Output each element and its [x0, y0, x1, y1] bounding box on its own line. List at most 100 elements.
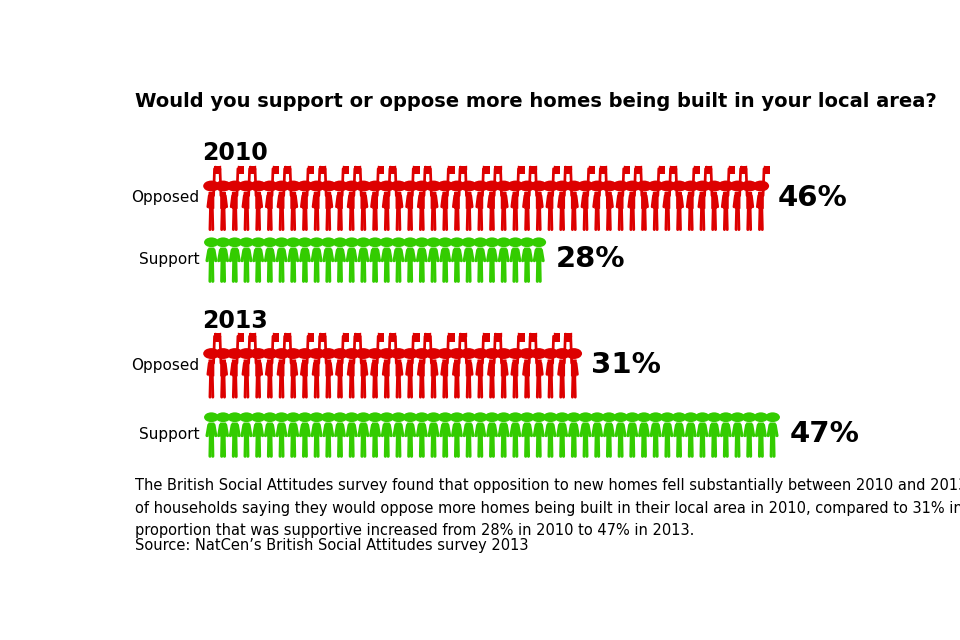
Circle shape: [543, 412, 558, 422]
Circle shape: [378, 180, 395, 191]
FancyBboxPatch shape: [700, 422, 706, 436]
Circle shape: [239, 237, 253, 247]
Bar: [740, 166, 746, 175]
FancyBboxPatch shape: [641, 192, 647, 209]
Circle shape: [438, 412, 452, 422]
Bar: [706, 166, 711, 175]
FancyBboxPatch shape: [723, 422, 729, 436]
FancyBboxPatch shape: [267, 248, 273, 262]
FancyBboxPatch shape: [337, 248, 343, 262]
FancyBboxPatch shape: [372, 192, 378, 209]
FancyBboxPatch shape: [407, 192, 413, 209]
Bar: [390, 333, 396, 342]
Circle shape: [402, 180, 419, 191]
Circle shape: [695, 412, 709, 422]
Bar: [588, 166, 595, 175]
FancyBboxPatch shape: [419, 192, 424, 209]
Circle shape: [473, 237, 488, 247]
Circle shape: [425, 180, 442, 191]
FancyBboxPatch shape: [372, 422, 378, 436]
Circle shape: [731, 412, 745, 422]
FancyBboxPatch shape: [687, 422, 694, 436]
Circle shape: [566, 412, 581, 422]
Bar: [214, 333, 220, 342]
Circle shape: [321, 237, 336, 247]
Circle shape: [602, 412, 616, 422]
Bar: [530, 333, 537, 342]
FancyBboxPatch shape: [384, 360, 390, 376]
Bar: [425, 333, 431, 342]
Circle shape: [250, 348, 266, 359]
FancyBboxPatch shape: [231, 248, 238, 262]
Bar: [378, 333, 384, 342]
Circle shape: [345, 412, 359, 422]
Bar: [564, 166, 571, 175]
Bar: [320, 166, 326, 175]
Bar: [494, 166, 500, 175]
FancyBboxPatch shape: [734, 422, 740, 436]
Circle shape: [718, 180, 734, 191]
FancyBboxPatch shape: [583, 422, 588, 436]
Circle shape: [648, 412, 663, 422]
Circle shape: [472, 180, 489, 191]
Circle shape: [239, 412, 253, 422]
FancyBboxPatch shape: [711, 422, 717, 436]
Circle shape: [706, 180, 722, 191]
Bar: [249, 166, 255, 175]
Bar: [424, 333, 430, 342]
FancyBboxPatch shape: [653, 192, 659, 209]
FancyBboxPatch shape: [466, 192, 471, 209]
FancyBboxPatch shape: [314, 192, 320, 209]
FancyBboxPatch shape: [617, 192, 624, 209]
FancyBboxPatch shape: [454, 192, 460, 209]
Circle shape: [355, 180, 372, 191]
FancyBboxPatch shape: [278, 192, 284, 209]
Circle shape: [753, 180, 769, 191]
Bar: [284, 333, 290, 342]
Circle shape: [484, 180, 500, 191]
FancyBboxPatch shape: [267, 422, 273, 436]
FancyBboxPatch shape: [664, 192, 670, 209]
Bar: [495, 333, 501, 342]
FancyBboxPatch shape: [360, 422, 367, 436]
Bar: [740, 166, 747, 175]
Circle shape: [519, 412, 535, 422]
Circle shape: [367, 348, 383, 359]
Circle shape: [495, 180, 512, 191]
FancyBboxPatch shape: [208, 422, 214, 436]
FancyBboxPatch shape: [571, 360, 577, 376]
FancyBboxPatch shape: [547, 422, 554, 436]
Circle shape: [741, 180, 757, 191]
Bar: [764, 166, 770, 175]
Text: Support: Support: [139, 252, 200, 267]
Circle shape: [367, 180, 383, 191]
FancyBboxPatch shape: [407, 422, 413, 436]
FancyBboxPatch shape: [348, 192, 354, 209]
FancyBboxPatch shape: [232, 192, 238, 209]
Circle shape: [274, 348, 290, 359]
Circle shape: [391, 348, 407, 359]
Circle shape: [672, 412, 686, 422]
Circle shape: [636, 412, 651, 422]
FancyBboxPatch shape: [500, 248, 507, 262]
Bar: [600, 166, 606, 175]
Bar: [600, 166, 607, 175]
FancyBboxPatch shape: [220, 360, 226, 376]
FancyBboxPatch shape: [513, 248, 518, 262]
Bar: [635, 166, 641, 175]
Text: 2013: 2013: [202, 308, 268, 333]
FancyBboxPatch shape: [513, 192, 518, 209]
Circle shape: [250, 180, 266, 191]
Circle shape: [449, 237, 465, 247]
Text: 2010: 2010: [202, 141, 268, 165]
FancyBboxPatch shape: [325, 192, 331, 209]
FancyBboxPatch shape: [301, 248, 308, 262]
Circle shape: [555, 412, 569, 422]
FancyBboxPatch shape: [430, 248, 437, 262]
Circle shape: [425, 348, 442, 359]
Circle shape: [507, 348, 523, 359]
Bar: [238, 333, 244, 342]
FancyBboxPatch shape: [536, 248, 541, 262]
Circle shape: [671, 180, 687, 191]
FancyBboxPatch shape: [711, 192, 717, 209]
